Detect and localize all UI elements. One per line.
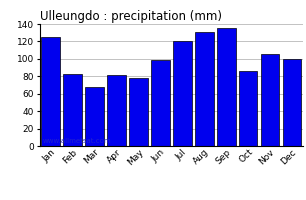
Bar [107, 75, 126, 146]
Bar [151, 60, 170, 146]
Text: www.allmetsat.com: www.allmetsat.com [43, 138, 111, 144]
Bar [63, 74, 82, 146]
Bar [41, 37, 60, 146]
Bar [85, 87, 104, 146]
Bar [195, 32, 214, 146]
Text: Ulleungdo : precipitation (mm): Ulleungdo : precipitation (mm) [40, 10, 222, 23]
Bar [283, 59, 301, 146]
Bar [239, 71, 257, 146]
Bar [261, 54, 279, 146]
Bar [217, 28, 236, 146]
Bar [173, 41, 192, 146]
Bar [129, 78, 148, 146]
